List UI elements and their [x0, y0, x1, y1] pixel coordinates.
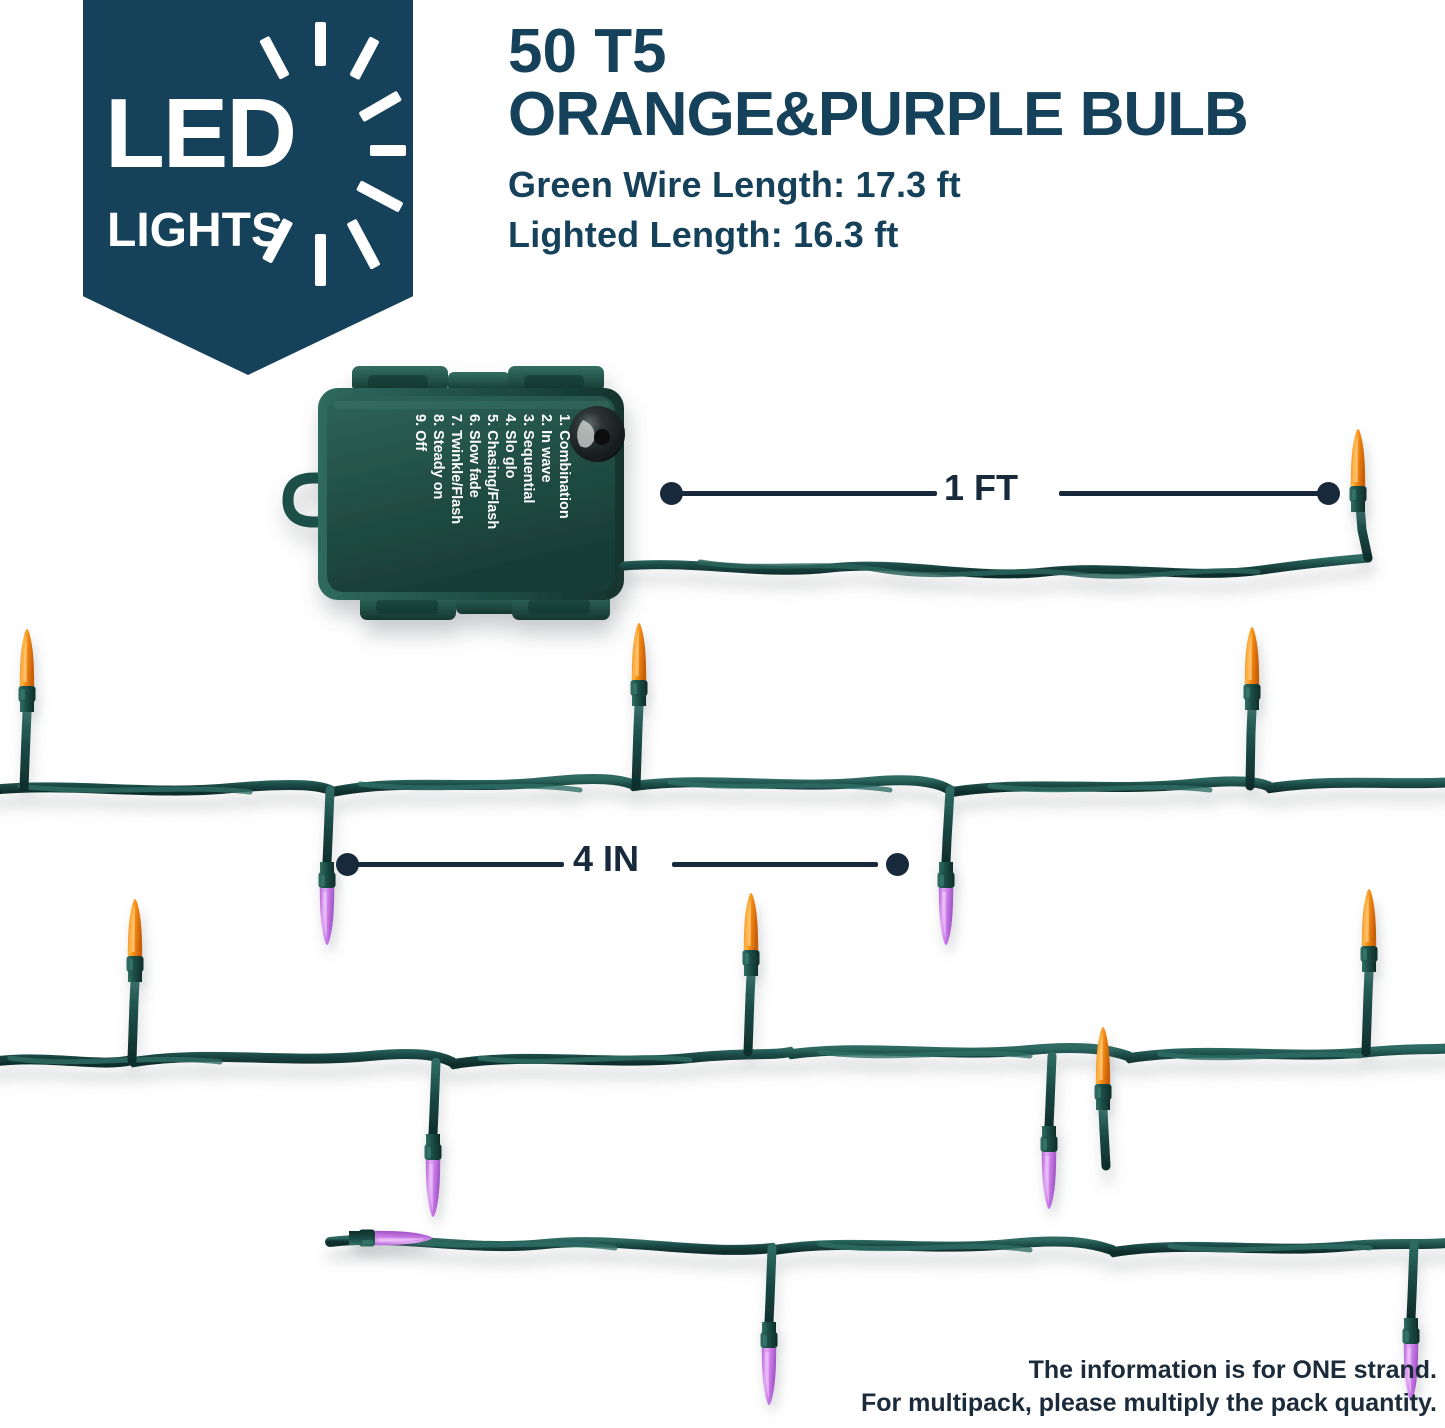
bulb-orange — [630, 623, 648, 706]
strand-row-2 — [0, 967, 1445, 1171]
product-title-line2: ORANGE&PURPLE BULB — [508, 80, 1249, 150]
mode-item-1: 1. Combination — [556, 414, 572, 519]
mode-item-2: 2. In wave — [538, 414, 554, 483]
box-face — [327, 396, 615, 592]
dim-bar-right — [672, 862, 878, 867]
dim-dot-left — [660, 482, 683, 505]
battery-box — [282, 366, 625, 620]
mode-item-9: 9. Off — [412, 414, 428, 451]
strand-row-1-bulbs — [18, 623, 1261, 945]
bulb-orange — [18, 629, 36, 712]
bulb-orange — [1243, 627, 1261, 710]
mode-item-7: 7. Twinkle/Flash — [448, 414, 464, 524]
measurement-lead-length: 1 FT — [660, 470, 1340, 510]
sun-rays-icon — [259, 22, 406, 286]
badge-lights-text: LIGHTS — [107, 204, 283, 257]
spec-wire-length: Green Wire Length: 17.3 ft — [508, 164, 961, 206]
bulb-lead-end-orange — [1349, 429, 1367, 512]
mode-item-3: 3. Sequential — [520, 414, 536, 503]
spec-lighted-length: Lighted Length: 16.3 ft — [508, 214, 899, 256]
box-bottom-tabs — [360, 592, 610, 620]
strand-row-2-bulbs — [126, 889, 1378, 1217]
hang-loop — [282, 472, 332, 528]
bulb-orange — [742, 893, 760, 976]
bulb-purple — [318, 862, 336, 945]
bulb-orange — [1094, 1027, 1112, 1110]
dim-label-1ft: 1 FT — [944, 467, 1019, 508]
dim-label-4in: 4 IN — [573, 838, 640, 879]
dim-bar-right — [1059, 491, 1323, 496]
bulb-purple-end — [349, 1229, 432, 1247]
bulb-purple — [937, 862, 955, 945]
product-title-line1: 50 T5 — [508, 17, 667, 86]
badge-led-text: LED — [105, 78, 297, 188]
footer-note: The information is for ONE strand. For m… — [861, 1354, 1437, 1420]
dim-bar-left — [356, 862, 564, 867]
header-block: 50 T5 ORANGE&PURPLE BULB Green Wire Leng… — [508, 20, 1388, 260]
bulb-purple — [760, 1322, 778, 1405]
lead-wire — [619, 500, 1373, 579]
box-shell — [318, 388, 624, 600]
strand-row-1 — [0, 701, 1445, 867]
strand-row-3 — [325, 1233, 1445, 1327]
mode-item-8: 8. Steady on — [430, 414, 446, 499]
bulb-purple — [1040, 1126, 1058, 1209]
footer-line-1: The information is for ONE strand. — [1028, 1356, 1437, 1384]
measurement-bulb-spacing: 4 IN — [336, 841, 916, 881]
mode-item-6: 6. Slow fade — [466, 414, 482, 498]
mode-item-4: 4. Slo glo — [502, 414, 518, 479]
footer-line-2: For multipack, please multiply the pack … — [860, 1389, 1437, 1417]
bulb-orange — [126, 899, 144, 982]
dim-dot-left — [336, 853, 359, 876]
mode-item-5: 5. Chasing/Flash — [484, 414, 500, 529]
spec-list: Green Wire Length: 17.3 ft Lighted Lengt… — [508, 160, 1388, 259]
box-top-tabs — [352, 366, 604, 392]
dim-dot-right — [886, 853, 909, 876]
dim-bar-left — [680, 491, 937, 496]
mode-label-list: 1. Combination 2. In wave 3. Sequential … — [412, 414, 572, 529]
led-lights-badge: LED LIGHTS — [83, 0, 413, 375]
dim-dot-right — [1317, 482, 1340, 505]
bulb-orange — [1360, 889, 1378, 972]
mode-button[interactable] — [569, 406, 625, 462]
bulb-purple — [424, 1134, 442, 1217]
